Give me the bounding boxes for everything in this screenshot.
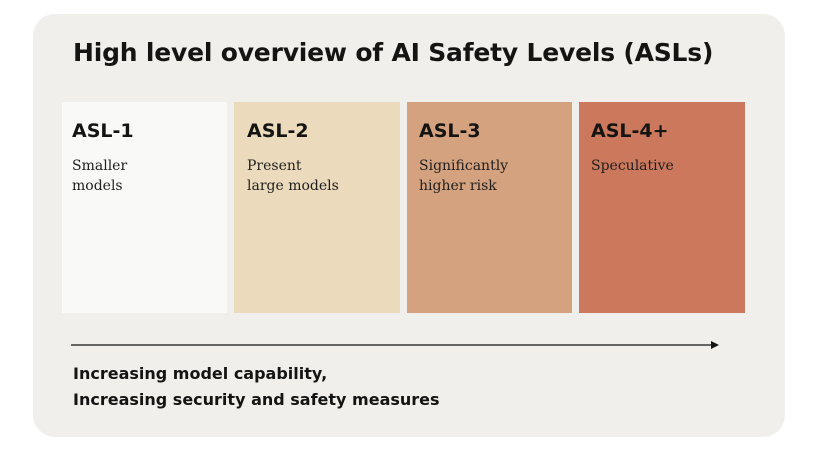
level-box-asl-3: ASL-3 Significantly higher risk [407,102,572,313]
level-description: Present large models [247,158,339,194]
level-description: Smaller models [72,158,128,194]
level-box-asl-1: ASL-1 Smaller models [62,102,227,313]
level-name: ASL-2 [247,120,309,142]
level-box-asl-2: ASL-2 Present large models [234,102,400,313]
progression-caption: Increasing model capability, Increasing … [73,361,440,413]
level-name: ASL-1 [72,120,134,142]
arrow-head [711,341,719,349]
progression-arrow [71,341,719,349]
caption-line-capability: Increasing model capability, [73,364,328,383]
level-description: Speculative [591,158,674,174]
level-description: Significantly higher risk [419,158,509,194]
level-name: ASL-4+ [591,120,669,142]
level-box-asl-4-plus: ASL-4+ Speculative [579,102,745,313]
caption-line-security: Increasing security and safety measures [73,390,440,409]
level-name: ASL-3 [419,120,481,142]
diagram-title: High level overview of AI Safety Levels … [73,38,714,67]
